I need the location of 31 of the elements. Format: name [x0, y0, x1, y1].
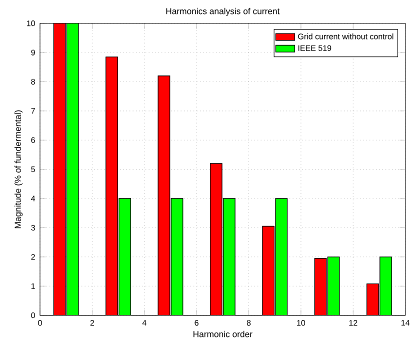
- x-axis-title: Harmonic order: [194, 330, 252, 338]
- x-tick-label: 14: [401, 320, 410, 326]
- legend-label: IEEE 519: [298, 45, 332, 51]
- y-axis-title: Magnitude (% of fundermental): [14, 110, 23, 228]
- y-tick-label: 10: [27, 20, 35, 26]
- y-tick-label: 2: [31, 254, 35, 260]
- x-tick-label: 12: [349, 320, 358, 326]
- bar: [314, 258, 327, 316]
- y-tick-label: 4: [31, 196, 36, 202]
- y-tick-label: 5: [31, 166, 35, 172]
- y-tick-label: 0: [31, 312, 35, 318]
- bar: [106, 56, 118, 316]
- chart-title: Harmonics analysis of current: [166, 8, 280, 16]
- x-tick-label: 0: [38, 320, 42, 326]
- x-tick-label: 4: [142, 320, 146, 326]
- y-tick-label: 7: [31, 108, 35, 114]
- y-tick-label: 3: [31, 224, 35, 231]
- bar: [366, 283, 379, 316]
- y-tick-label: 8: [31, 78, 35, 85]
- x-tick-label: 10: [297, 320, 306, 326]
- x-tick-label: 2: [90, 320, 94, 326]
- y-tick-label: 1: [31, 283, 35, 289]
- y-tick-label: 9: [31, 50, 35, 56]
- legend-label: Grid current without control: [298, 33, 394, 40]
- bar: [210, 163, 222, 316]
- bar: [53, 23, 66, 316]
- bar: [158, 76, 170, 316]
- y-tick-label: 6: [31, 137, 35, 143]
- x-tick-label: 6: [194, 320, 198, 326]
- x-tick-label: 8: [246, 320, 251, 326]
- bar: [262, 226, 275, 316]
